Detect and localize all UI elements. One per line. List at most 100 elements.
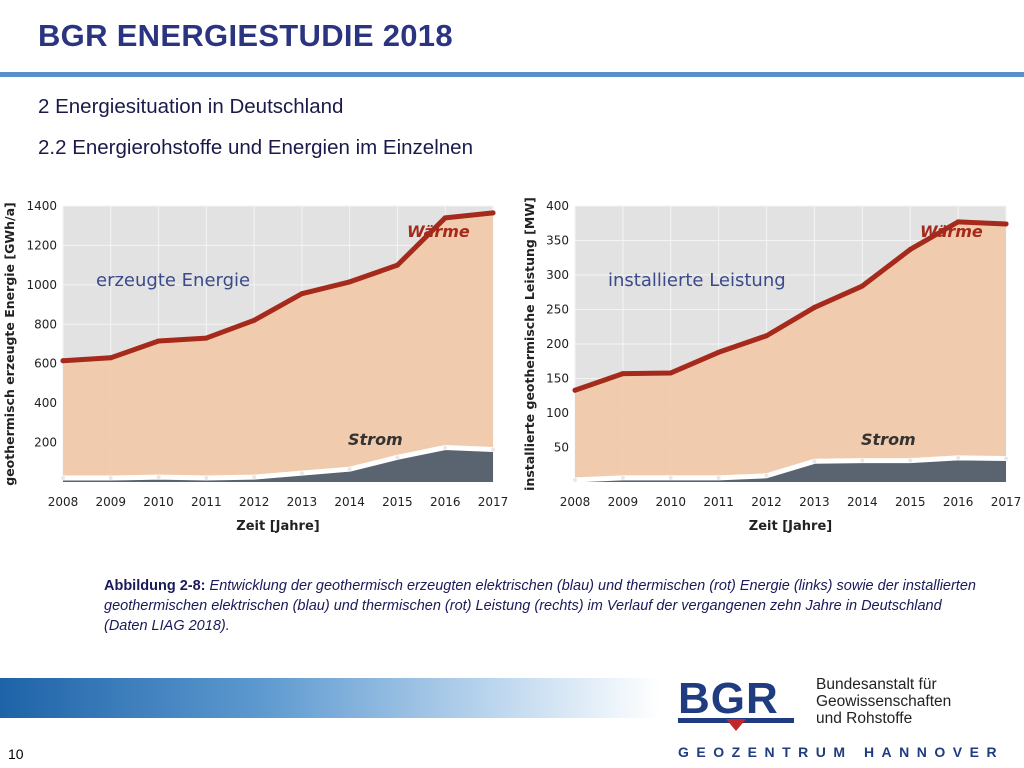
y-tick-label: 1400 xyxy=(26,199,57,213)
y-tick-label: 200 xyxy=(546,337,569,351)
x-tick-label: 2011 xyxy=(703,495,734,509)
y-tick-label: 100 xyxy=(546,406,569,420)
org-name: Bundesanstalt für Geowissenschaften und … xyxy=(816,676,951,727)
x-tick-label: 2012 xyxy=(239,495,270,509)
energy-chart-panel: 200 400 600 800 1000 1200 1400 2008 2009 2010 2011… xyxy=(0,186,512,540)
waerme-point xyxy=(764,333,770,339)
x-axis-label: Zeit [Jahre] xyxy=(749,519,832,534)
strom-point xyxy=(668,475,673,480)
x-tick-label: 2008 xyxy=(48,495,79,509)
waerme-point xyxy=(442,215,448,221)
waerme-point xyxy=(907,246,913,252)
y-tick-label: 1200 xyxy=(26,238,57,252)
strom-point xyxy=(252,475,257,480)
slide-title: BGR ENERGIESTUDIE 2018 xyxy=(38,18,453,53)
geozentrum-label: GEOZENTRUM HANNOVER xyxy=(678,744,1005,760)
strom-label: Strom xyxy=(861,430,916,449)
capacity-chart-panel: 50 100 150 200 250 300 350 400 2008 2009 2010 2011 2… xyxy=(512,186,1024,540)
strom-point xyxy=(1004,456,1008,461)
strom-point xyxy=(908,458,913,463)
waerme-point xyxy=(716,349,722,355)
title-rule xyxy=(0,72,1024,77)
waerme-point xyxy=(203,335,209,341)
y-axis-label: geothermisch erzeugte Energie [GWh/a] xyxy=(2,202,17,486)
strom-point xyxy=(812,459,817,464)
strom-area xyxy=(63,447,493,482)
logo-triangle-icon xyxy=(726,719,746,731)
y-tick-label: 50 xyxy=(554,441,569,455)
strom-point xyxy=(443,445,448,450)
waerme-point xyxy=(811,304,817,310)
x-tick-label: 2015 xyxy=(895,495,926,509)
waerme-line xyxy=(572,219,1009,393)
caption-text: Entwicklung der geothermisch erzeugten e… xyxy=(104,578,976,634)
waerme-point xyxy=(108,355,114,361)
y-tick-label: 150 xyxy=(546,372,569,386)
bgr-logo: BGR xyxy=(678,674,794,731)
strom-point xyxy=(573,477,577,482)
caption-label: Abbildung 2-8: xyxy=(104,578,206,594)
y-tick-label: 800 xyxy=(34,317,57,331)
strom-line xyxy=(60,445,496,481)
y-tick-label: 400 xyxy=(34,396,57,410)
waerme-point xyxy=(859,283,865,289)
strom-label: Strom xyxy=(348,430,403,449)
strom-point xyxy=(620,475,625,480)
waerme-point xyxy=(299,291,305,297)
strom-point xyxy=(860,458,865,463)
x-tick-label: 2011 xyxy=(191,495,222,509)
strom-line xyxy=(572,455,1009,483)
x-tick-label: 2013 xyxy=(799,495,830,509)
org-name-line3: und Rohstoffe xyxy=(816,710,913,727)
strom-point xyxy=(299,471,304,476)
y-tick-label: 300 xyxy=(546,268,569,282)
waerme-label: Wärme xyxy=(920,222,983,241)
x-tick-label: 2016 xyxy=(943,495,974,509)
x-tick-label: 2016 xyxy=(430,495,461,509)
x-tick-label: 2013 xyxy=(287,495,318,509)
bgr-logo-letters: BGR xyxy=(678,674,779,723)
waerme-label: Wärme xyxy=(407,222,470,241)
y-tick-label: 200 xyxy=(34,436,57,450)
waerme-point xyxy=(394,262,400,268)
strom-point xyxy=(764,473,769,478)
strom-point xyxy=(108,476,113,481)
org-name-line1: Bundesanstalt für xyxy=(816,676,937,693)
x-tick-label: 2012 xyxy=(751,495,782,509)
waerme-point xyxy=(490,210,496,216)
capacity-chart: 50 100 150 200 250 300 350 400 2008 2009 2010 2011 2… xyxy=(512,186,1024,540)
strom-point xyxy=(204,476,209,481)
waerme-line xyxy=(60,210,496,364)
strom-point xyxy=(491,447,495,452)
strom-point xyxy=(347,467,352,472)
inset-label: erzeugte Energie xyxy=(96,270,250,291)
waerme-point xyxy=(955,219,961,225)
waerme-area xyxy=(575,221,1006,482)
x-tick-label: 2014 xyxy=(847,495,878,509)
page-number: 10 xyxy=(8,746,24,762)
waerme-point xyxy=(1003,221,1009,227)
section-heading: 2 Energiesituation in Deutschland xyxy=(38,95,344,118)
waerme-point xyxy=(347,279,353,285)
strom-point xyxy=(156,475,161,480)
waerme-point xyxy=(251,317,257,323)
inset-label: installierte Leistung xyxy=(608,270,786,291)
y-tick-label: 400 xyxy=(546,199,569,213)
y-tick-label: 600 xyxy=(34,357,57,371)
y-axis-label: installierte geothermische Leistung [MW] xyxy=(522,197,537,491)
x-tick-label: 2017 xyxy=(991,495,1022,509)
y-tick-label: 350 xyxy=(546,234,569,248)
waerme-point xyxy=(572,387,578,393)
y-tick-label: 1000 xyxy=(26,278,57,292)
x-tick-label: 2015 xyxy=(382,495,413,509)
strom-point xyxy=(716,475,721,480)
strom-point xyxy=(956,455,961,460)
x-tick-label: 2009 xyxy=(608,495,639,509)
waerme-point xyxy=(60,358,66,364)
org-name-line2: Geowissenschaften xyxy=(816,693,952,710)
subsection-heading: 2.2 Energierohstoffe und Energien im Ein… xyxy=(38,136,473,159)
figure-caption: Abbildung 2-8: Entwicklung der geothermi… xyxy=(104,576,984,636)
strom-point xyxy=(61,476,65,481)
x-tick-label: 2008 xyxy=(560,495,591,509)
x-tick-label: 2009 xyxy=(96,495,127,509)
